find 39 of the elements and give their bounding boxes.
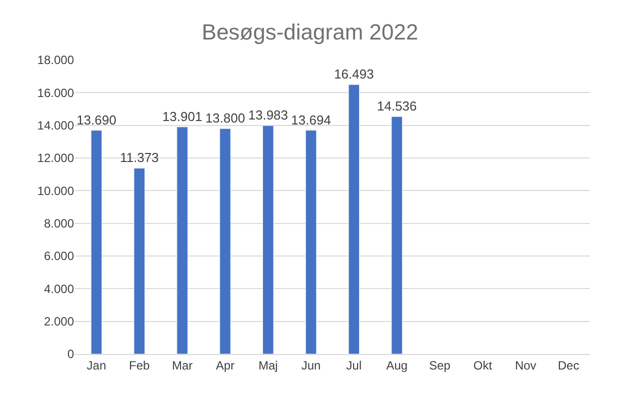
x-tick-label: Dec xyxy=(558,358,580,372)
y-tick-label: 0 xyxy=(67,347,74,362)
data-label: 16.493 xyxy=(334,66,374,82)
data-label: 11.373 xyxy=(120,150,159,166)
data-label: 13.901 xyxy=(162,108,202,124)
x-tick-label: Mar xyxy=(172,358,193,372)
bar xyxy=(262,125,274,354)
data-label: 13.690 xyxy=(76,112,116,128)
y-tick-label: 12.000 xyxy=(37,151,74,166)
y-tick-label: 14.000 xyxy=(37,118,74,133)
x-tick-label: Okt xyxy=(473,358,493,372)
y-tick-label: 4.000 xyxy=(44,282,74,296)
bar xyxy=(134,168,145,354)
data-label: 13.983 xyxy=(248,108,288,123)
y-tick-label: 6.000 xyxy=(44,249,74,264)
bar xyxy=(220,128,231,354)
x-tick-label: Jun xyxy=(301,358,321,372)
data-label: 13.694 xyxy=(291,112,331,128)
data-label: 14.536 xyxy=(376,98,417,114)
y-tick-label: 18.000 xyxy=(37,53,74,68)
chart-title: Besøgs-diagram 2022 xyxy=(202,19,418,44)
x-tick-label: Nov xyxy=(514,358,536,372)
y-tick-label: 8.000 xyxy=(44,216,74,231)
x-tick-label: Feb xyxy=(129,358,150,372)
y-tick-label: 16.000 xyxy=(37,86,74,100)
y-tick-label: 2.000 xyxy=(44,314,74,329)
bar xyxy=(348,84,360,354)
x-tick-label: Jan xyxy=(86,358,106,372)
data-label: 13.800 xyxy=(205,110,246,126)
y-tick-label: 10.000 xyxy=(37,184,74,198)
x-tick-label: Jul xyxy=(346,358,362,372)
bar xyxy=(391,116,402,354)
bar xyxy=(90,130,102,354)
x-tick-label: Aug xyxy=(386,358,408,372)
x-tick-label: Maj xyxy=(258,358,278,372)
x-tick-label: Sep xyxy=(429,358,451,372)
x-tick-label: Apr xyxy=(216,358,235,372)
bar xyxy=(176,126,188,354)
bar xyxy=(305,130,317,354)
